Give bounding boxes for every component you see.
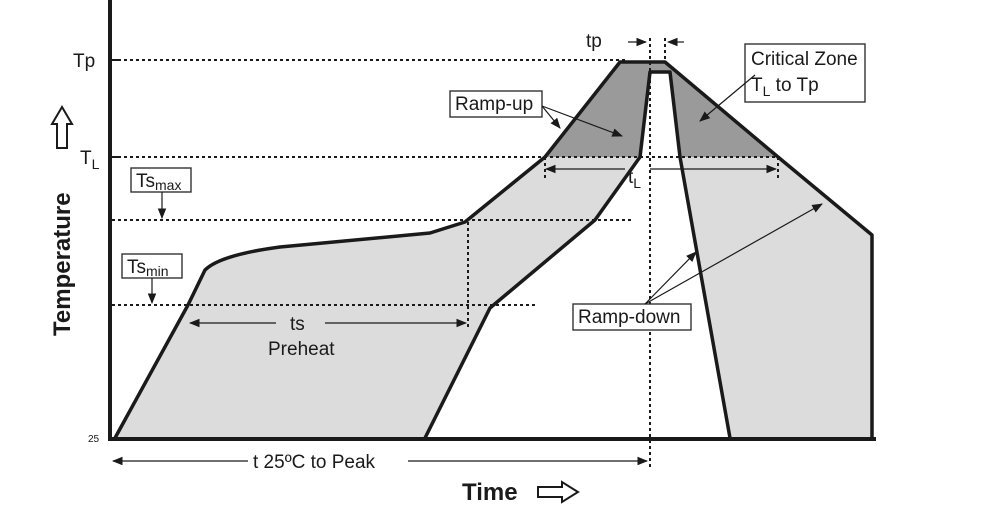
tsmax-label: Tsmax: [136, 171, 181, 193]
max-profile-curve: [423, 70, 732, 439]
x-axis-title: Time: [462, 479, 518, 506]
total-time-label: t 25ºC to Peak: [253, 452, 376, 473]
ramp-up-box: [449, 90, 543, 118]
y-axis-arrow-icon: [50, 105, 74, 149]
ramp-down-label: Ramp-down: [578, 307, 680, 328]
x-axis-arrow-icon: [537, 480, 580, 504]
ramp-up-pointer-2: [541, 105, 624, 137]
tsmin-label: Tsmin: [127, 257, 169, 279]
ramp-down-box: [572, 303, 692, 331]
ramp-up-label: Ramp-up: [455, 94, 533, 115]
y-axis-title: Temperature: [49, 192, 76, 336]
critical-zone-box: [744, 43, 866, 103]
ts-label: ts: [290, 314, 305, 335]
process-window-area: [115, 62, 872, 438]
ramp-up-pointer-1: [541, 105, 561, 129]
tp-level-label: Tp: [73, 51, 95, 72]
preheat-label: Preheat: [268, 339, 335, 360]
critical-zone-label-line2: TL to Tp: [751, 75, 819, 99]
tl-duration-label: tL: [628, 167, 641, 191]
tl-level-label: TL: [80, 148, 100, 172]
base-temp-label: 25: [88, 434, 100, 445]
critical-zone-label-line1: Critical Zone: [751, 49, 858, 70]
ramp-down-pointer-1: [644, 251, 697, 305]
tsmax-label-box: [130, 167, 192, 193]
tp-duration-label: tp: [586, 31, 602, 52]
ramp-down-pointer-2: [644, 203, 823, 305]
critical-zone-pointer: [699, 74, 756, 122]
min-profile-curve: [113, 60, 874, 439]
critical-zone-area: [545, 62, 778, 157]
